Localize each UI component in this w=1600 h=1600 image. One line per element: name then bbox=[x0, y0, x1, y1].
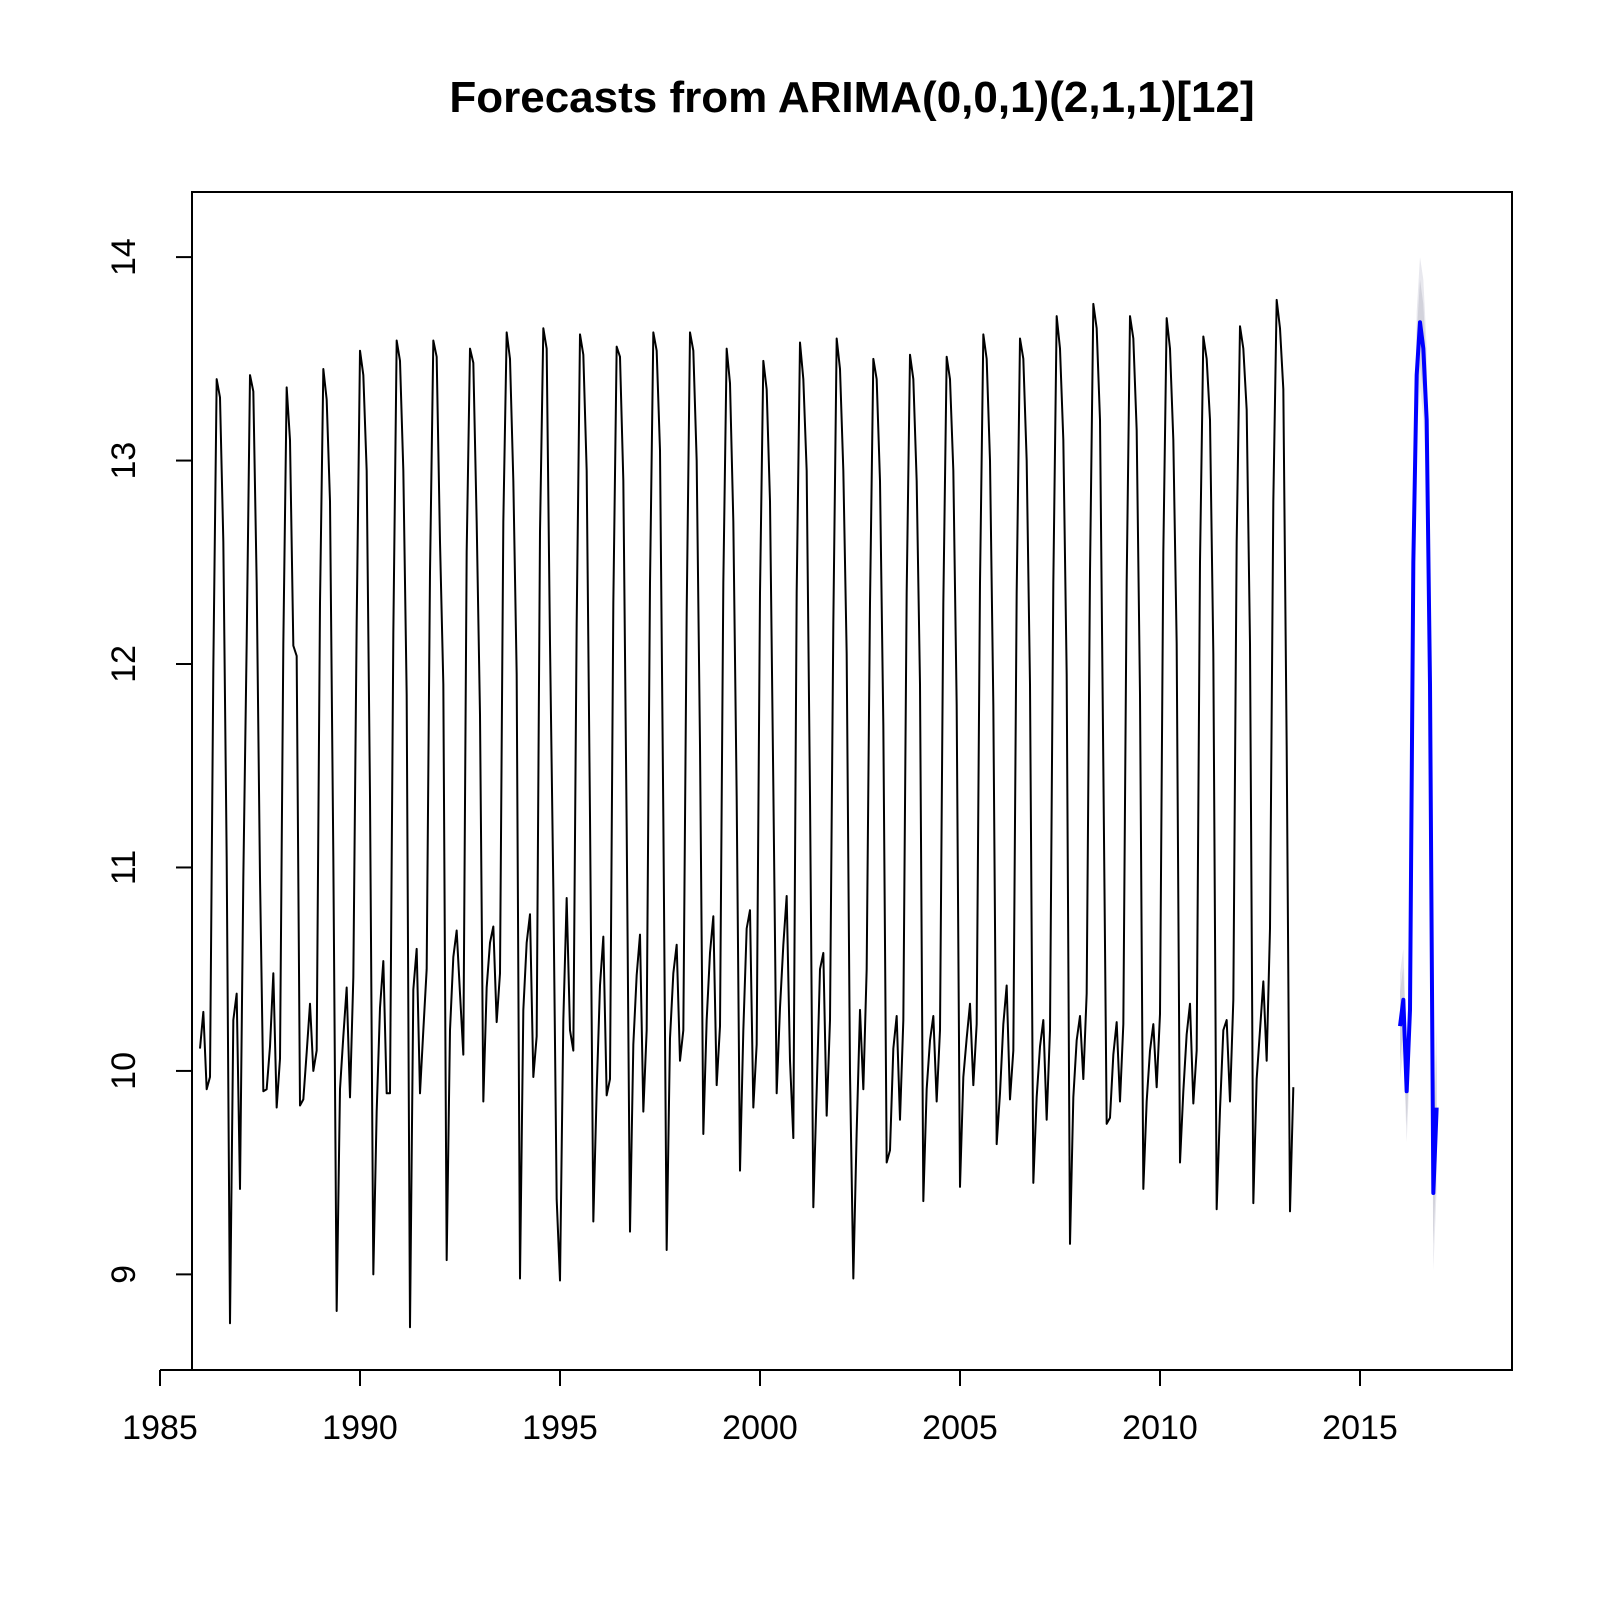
y-tick-label: 11 bbox=[105, 850, 143, 885]
x-axis: 1985 1990 1995 2000 2005 2010 2015 bbox=[122, 1369, 1398, 1447]
x-tick-label: 1995 bbox=[522, 1409, 598, 1447]
x-tick-label: 2010 bbox=[1122, 1409, 1198, 1447]
forecast-series bbox=[1398, 320, 1439, 1195]
chart-title: Forecasts from ARIMA(0,0,1)(2,1,1)[12] bbox=[449, 73, 1254, 122]
x-tick-label: 2015 bbox=[1322, 1409, 1398, 1447]
history-series bbox=[199, 298, 1295, 1329]
y-tick-label: 10 bbox=[105, 1052, 143, 1090]
x-tick-label: 1985 bbox=[122, 1409, 198, 1447]
y-tick-label: 12 bbox=[105, 645, 143, 683]
y-axis: 9 10 11 12 13 14 bbox=[105, 238, 193, 1284]
x-tick-label: 1990 bbox=[322, 1409, 398, 1447]
y-tick-label: 14 bbox=[105, 238, 143, 276]
history-line bbox=[199, 298, 1295, 1329]
x-tick-label: 2000 bbox=[722, 1409, 798, 1447]
y-tick-label: 9 bbox=[105, 1265, 143, 1284]
x-tick-label: 2005 bbox=[922, 1409, 998, 1447]
forecast-line bbox=[1398, 320, 1439, 1195]
y-tick-label: 13 bbox=[105, 442, 143, 480]
